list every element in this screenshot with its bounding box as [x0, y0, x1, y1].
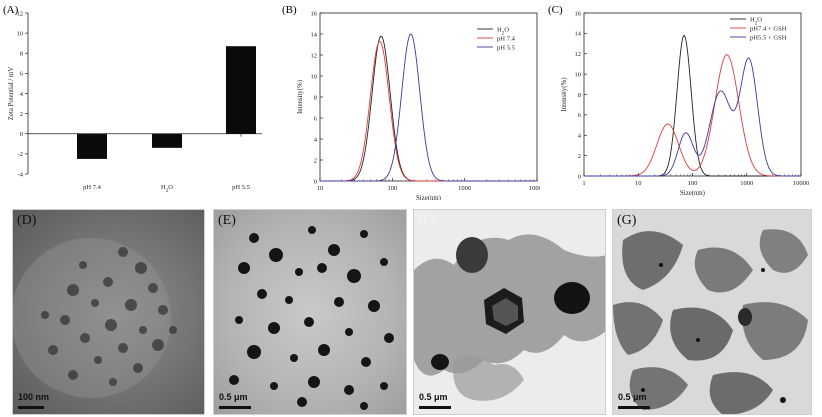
- tem-image-d: (D) 100 nm: [12, 209, 205, 415]
- scale-bar-text-e: 0.5 μm: [219, 392, 248, 402]
- series-line-ph55: [584, 57, 801, 177]
- panel-label-d: (D): [17, 213, 37, 228]
- y-tick-label-a: 6: [20, 71, 24, 78]
- x-tick-label: 1: [582, 180, 585, 187]
- series-line-ph55: [320, 33, 537, 182]
- x-tick-label: 10000: [529, 185, 540, 192]
- chart-b-svg: (B) 0 2 4 6 8 10 12 14 16 10 100 1000 10000 Size(nm) In…: [282, 4, 545, 202]
- size-distribution-chart-b: (B) 0 2 4 6 8 10 12 14 16 10 100 1000 10000 Size(nm) In…: [272, 0, 545, 202]
- legend-label-ph55: pH5.5 + GSH: [750, 34, 787, 41]
- panel-label-g: (G): [617, 213, 637, 228]
- size-distribution-chart-c: (C) 0 2 4 6 8 10 12 14 16 1 10 100 1000 10000 Size(nm) I…: [540, 0, 822, 200]
- y-tick-label: 6: [578, 112, 582, 119]
- panel-label-f: (F): [418, 213, 436, 228]
- y-tick-label: 16: [575, 10, 582, 17]
- bar-2: [226, 46, 256, 134]
- scale-bar-text-f: 0.5 μm: [419, 392, 448, 402]
- x-tick-label-a: H2O: [161, 184, 173, 194]
- panel-label-c: (C): [548, 4, 563, 16]
- tem-image-f: (F) 0.5 μm: [413, 209, 606, 415]
- tem-f-particles: [414, 234, 605, 401]
- y-tick-label: 4: [314, 136, 318, 143]
- tem-g-particles: [613, 229, 808, 414]
- legend-label-ph74: pH 7.4: [497, 35, 516, 42]
- y-tick-label: 0: [314, 178, 317, 185]
- tem-image-e: (E) 0.5 μm: [213, 209, 407, 415]
- y-tick-label: 8: [314, 94, 317, 101]
- x-axis-title-c: Size(nm): [680, 190, 705, 197]
- x-tick-label: 10: [635, 180, 642, 187]
- y-tick-label: 12: [311, 52, 318, 59]
- y-axis-title-a: Zeta Potential / mV: [8, 67, 15, 121]
- chart-c-svg: (C) 0 2 4 6 8 10 12 14 16 1 10 100 1000 10000 Size(nm) I…: [548, 4, 809, 197]
- series-line-h2o: [584, 34, 801, 177]
- panel-label-e: (E): [218, 213, 236, 228]
- x-tick-label: 10: [317, 185, 324, 192]
- scale-bar-e: 0.5 μm: [219, 387, 251, 409]
- zeta-potential-chart: (A) -4 -2 0 2 4 6 8 10 12 Zeta Potential / mV pH 7.…: [0, 0, 272, 200]
- y-tick-label: 10: [575, 71, 582, 78]
- y-tick-label: 2: [578, 153, 581, 160]
- y-tick-label: 12: [575, 51, 582, 58]
- y-tick-label: 0: [578, 173, 581, 180]
- y-tick-label-a: 12: [17, 10, 24, 17]
- y-tick-label: 14: [311, 31, 318, 38]
- y-tick-label: 16: [311, 10, 318, 17]
- x-tick-label: 1000: [458, 185, 471, 192]
- x-tick-label: 1000: [740, 180, 753, 187]
- chart-a-svg: (A) -4 -2 0 2 4 6 8 10 12 Zeta Potential / mV pH 7.…: [3, 4, 262, 194]
- x-tick-label-a: pH 5.5: [232, 184, 250, 191]
- y-tick-label-a: -2: [18, 151, 23, 158]
- y-tick-label-a: -4: [18, 171, 24, 178]
- y-axis-title-c: Intensity(%): [561, 78, 568, 112]
- y-tick-label: 2: [314, 157, 317, 164]
- y-tick-label: 6: [314, 115, 318, 122]
- legend-label-ph74: pH7.4 + GSH: [750, 25, 787, 32]
- x-tick-label: 100: [387, 185, 397, 192]
- tem-image-g: (G) 0.5 μm: [612, 209, 812, 415]
- scale-bar-g: 0.5 μm: [618, 387, 650, 409]
- scale-bar-line-d: [18, 406, 44, 409]
- scale-bar-text-g: 0.5 μm: [618, 392, 647, 402]
- y-axis-title-b: Intensity(%): [297, 80, 304, 114]
- scale-bar-text-d: 100 nm: [18, 392, 50, 402]
- y-tick-label-a: 0: [20, 131, 23, 138]
- scale-bar-line-g: [618, 406, 650, 409]
- x-tick-label: 100: [688, 180, 698, 187]
- y-tick-label: 14: [575, 31, 582, 38]
- legend-label-h2o: H2O: [497, 26, 509, 36]
- panel-label-b: (B): [282, 4, 297, 16]
- y-tick-label-a: 2: [20, 111, 23, 118]
- y-tick-label-a: 10: [17, 30, 24, 37]
- series-line-ph74: [584, 54, 801, 177]
- bar-0: [77, 133, 107, 159]
- x-axis-title-b: Size(nm): [416, 195, 441, 200]
- tem-e-particles: [229, 226, 394, 410]
- bar-1: [152, 133, 182, 148]
- legend-label-ph55: pH 5.5: [497, 44, 516, 51]
- y-tick-label: 10: [311, 73, 318, 80]
- y-tick-label: 8: [578, 92, 581, 99]
- tem-d-particles: [13, 238, 177, 398]
- scale-bar-line-e: [219, 406, 251, 409]
- scale-bar-f: 0.5 μm: [419, 387, 451, 409]
- scale-bar-line-f: [419, 406, 451, 409]
- y-tick-label-a: 4: [20, 91, 24, 98]
- y-tick-label-a: 8: [20, 51, 23, 58]
- scale-bar-d: 100 nm: [18, 387, 49, 409]
- legend-label-h2o: H2O: [750, 16, 762, 26]
- x-tick-label-a: pH 7.4: [83, 184, 101, 191]
- x-tick-label: 10000: [793, 180, 809, 187]
- y-tick-label: 4: [578, 133, 582, 140]
- panel-label-a: (A): [3, 4, 19, 16]
